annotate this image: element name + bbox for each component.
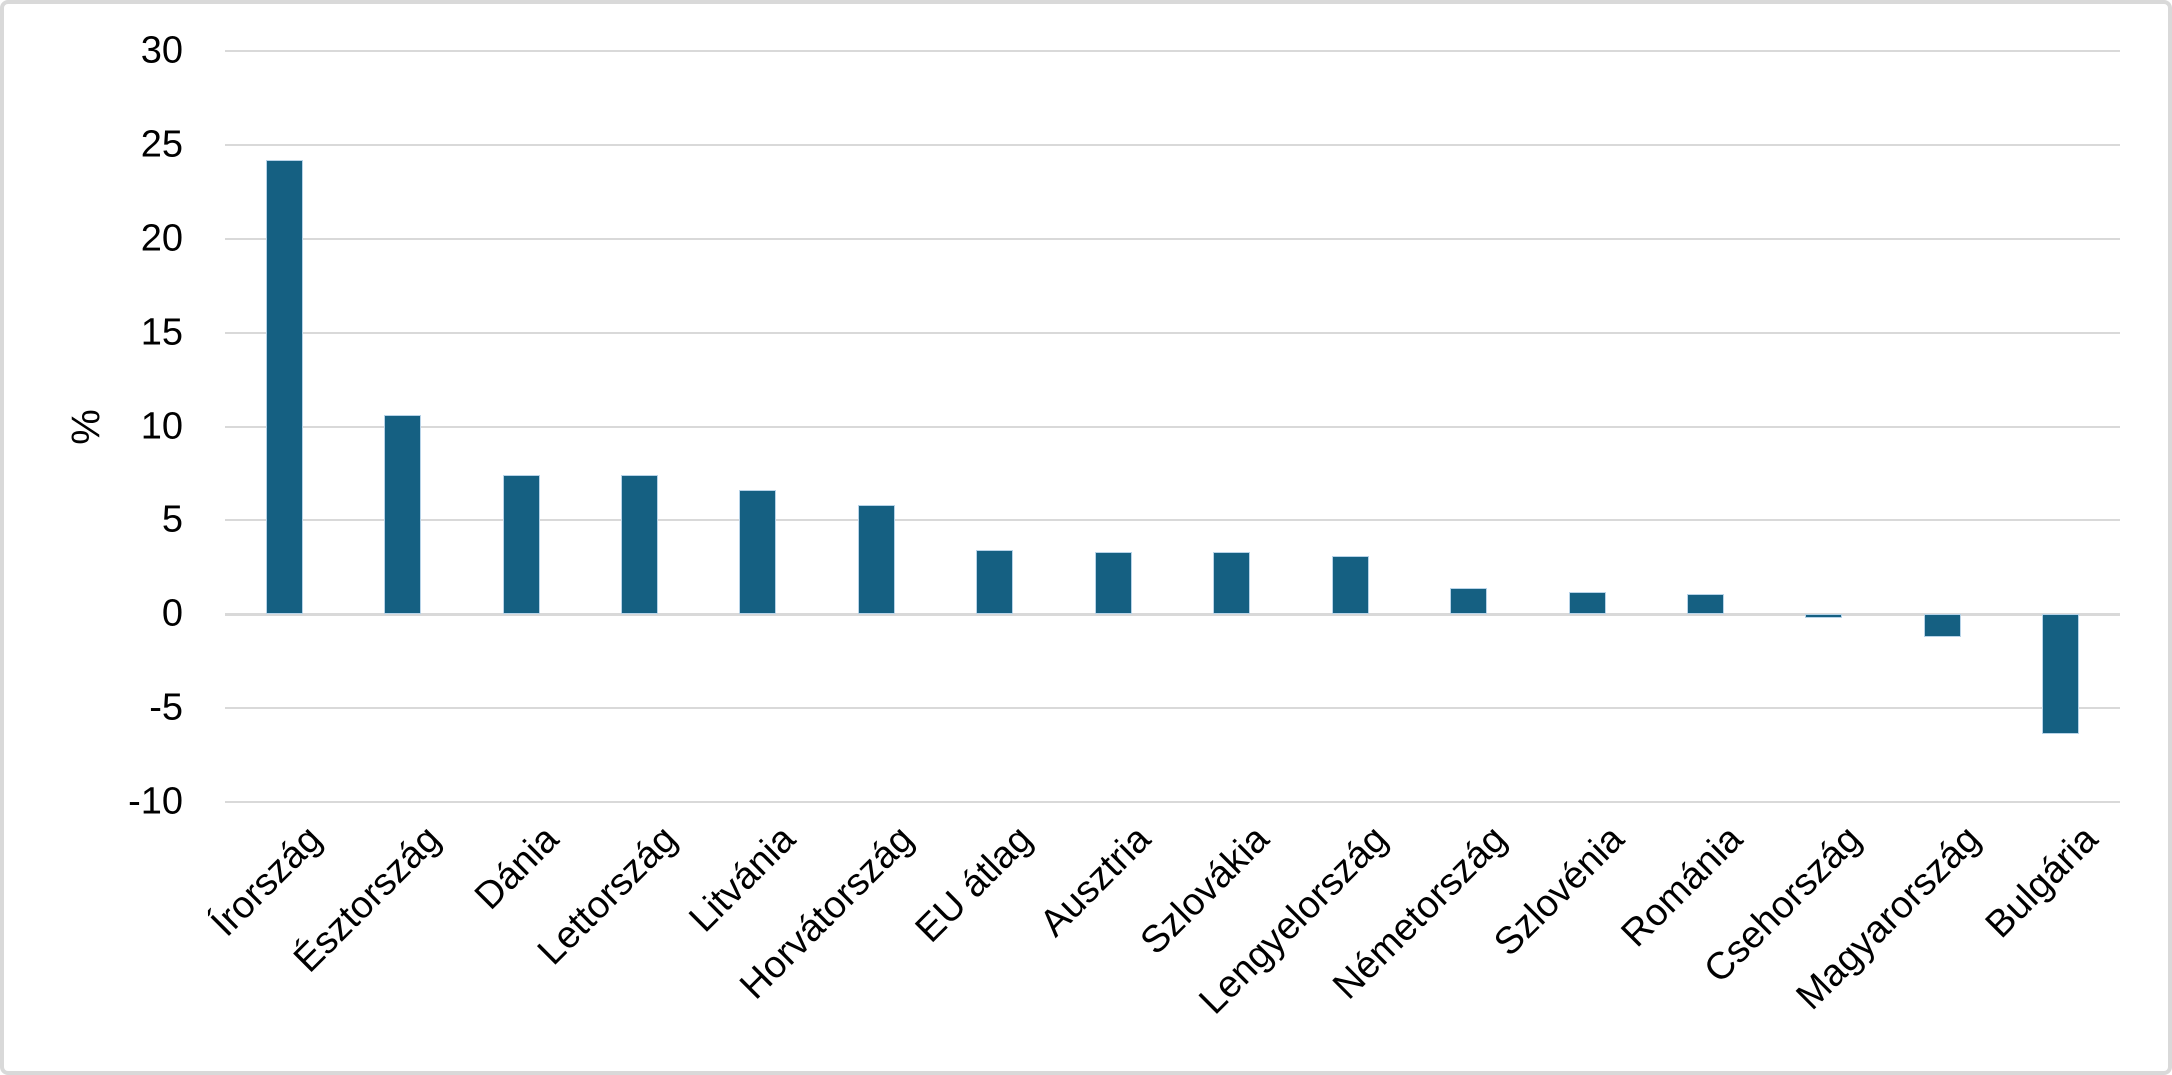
gridline	[225, 237, 2120, 240]
x-category-label: Dánia	[466, 818, 567, 918]
gridline	[225, 425, 2120, 428]
gridline	[225, 331, 2120, 334]
gridline	[225, 143, 2120, 146]
bar	[1094, 552, 1132, 615]
bar	[621, 475, 659, 615]
x-axis-line	[225, 612, 2120, 616]
y-tick-label: 0	[161, 592, 183, 635]
bar	[1686, 593, 1724, 615]
bar	[1568, 591, 1606, 615]
bar	[976, 550, 1014, 615]
bar	[1923, 614, 1961, 637]
bar	[739, 490, 777, 615]
bar	[502, 475, 540, 615]
y-tick-label: 5	[161, 498, 183, 541]
bar	[384, 415, 422, 615]
bar	[2042, 614, 2080, 735]
x-category-label: Szlovénia	[1486, 818, 1633, 965]
gridline	[225, 801, 2120, 803]
y-tick-label: 20	[140, 217, 183, 260]
bar	[265, 159, 303, 615]
gridline	[225, 519, 2120, 522]
gridline	[225, 707, 2120, 710]
gridline	[225, 50, 2120, 52]
y-tick-label: 25	[140, 123, 183, 166]
x-category-label: EU átlag	[907, 818, 1041, 951]
bar	[1805, 614, 1843, 618]
bar	[857, 505, 895, 615]
bar	[1213, 552, 1251, 615]
x-category-label: Bulgária	[1978, 818, 2107, 947]
y-tick-label: -5	[149, 686, 183, 729]
bar	[1331, 556, 1369, 615]
bar	[1450, 587, 1488, 615]
y-tick-label: -10	[128, 780, 183, 823]
y-tick-label: 30	[140, 29, 183, 72]
y-tick-label: 15	[140, 311, 183, 354]
y-tick-label: 10	[140, 405, 183, 447]
